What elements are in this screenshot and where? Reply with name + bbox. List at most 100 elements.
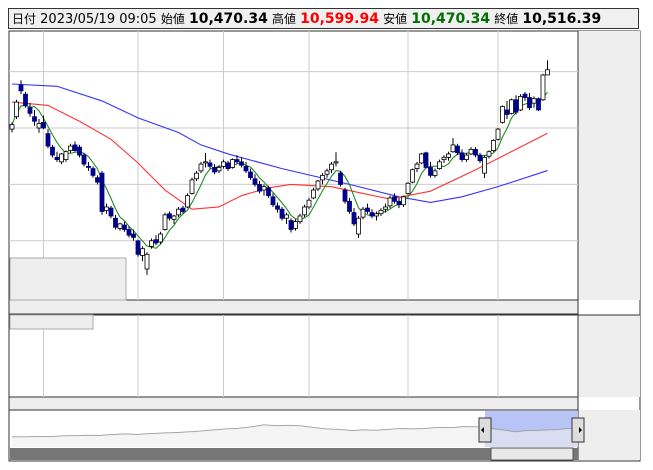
candle	[59, 152, 64, 165]
candle-body	[257, 183, 262, 192]
low-label: 安値	[383, 12, 408, 26]
candle-body	[108, 207, 114, 217]
candle	[297, 213, 303, 224]
candle-body	[441, 156, 447, 160]
candle	[261, 184, 267, 196]
candle-body	[54, 156, 60, 160]
candle	[333, 152, 339, 167]
candle-body	[180, 207, 186, 212]
candle-body	[162, 214, 168, 230]
candle	[149, 238, 154, 249]
candle-body	[360, 208, 366, 218]
candle	[414, 161, 420, 172]
candle-body	[18, 84, 24, 92]
candle	[162, 212, 168, 231]
candle-body	[63, 151, 69, 160]
candle	[500, 105, 505, 124]
candle	[432, 168, 438, 178]
candle	[455, 143, 460, 156]
candle	[527, 93, 532, 110]
candle-body	[144, 253, 150, 270]
candle	[81, 152, 87, 167]
candle-body	[239, 161, 244, 166]
candle	[365, 203, 370, 214]
candle	[459, 149, 465, 162]
candle	[189, 177, 195, 195]
candle-body	[171, 215, 177, 220]
candle	[540, 73, 546, 101]
candle	[243, 161, 249, 174]
candle	[194, 170, 199, 182]
candle-body	[428, 167, 433, 176]
candle-body	[27, 107, 33, 114]
candle	[401, 195, 406, 207]
candle	[522, 91, 528, 101]
candle	[198, 161, 204, 174]
candle-body	[536, 98, 541, 111]
candle	[392, 193, 397, 204]
candle-body	[72, 144, 78, 151]
candle-body	[315, 180, 321, 190]
candle	[104, 203, 109, 214]
candle	[423, 151, 429, 169]
high-label: 高値	[271, 12, 296, 26]
candle	[513, 95, 519, 115]
candle-body	[99, 172, 105, 212]
navigator-left-handle[interactable]	[478, 417, 492, 443]
candle-body	[486, 151, 492, 157]
candle-body	[261, 186, 267, 191]
ma25-line	[11, 101, 548, 210]
ma-legend	[9, 257, 127, 301]
candle	[257, 181, 262, 194]
navigator-right-handle[interactable]	[571, 417, 585, 443]
candle-body	[59, 153, 64, 163]
candle-body	[230, 159, 235, 168]
candle-body	[383, 206, 388, 210]
candle-body	[531, 98, 537, 104]
candle	[122, 221, 127, 232]
candle	[225, 160, 231, 171]
ma75-line	[11, 83, 548, 204]
candle	[140, 246, 145, 262]
candle	[482, 155, 487, 179]
candle	[180, 205, 186, 214]
candle	[252, 174, 258, 187]
candle	[41, 115, 46, 130]
candle-body	[185, 195, 190, 208]
scrollbar-track	[10, 448, 578, 460]
candle	[27, 103, 33, 117]
candle-body	[153, 239, 159, 244]
candle-body	[225, 162, 231, 170]
candle	[135, 239, 141, 257]
candle	[288, 218, 294, 233]
candle	[374, 211, 379, 221]
candle	[342, 187, 348, 204]
candle	[351, 208, 357, 227]
scrollbar-thumb[interactable]	[490, 447, 574, 461]
candle-body	[135, 240, 141, 255]
candle-body	[500, 106, 505, 123]
candle	[491, 139, 496, 152]
candle-body	[252, 178, 258, 185]
candle-body	[14, 101, 19, 118]
candle-body	[311, 189, 316, 199]
candle	[450, 138, 456, 153]
candle-body	[396, 200, 402, 206]
candle	[36, 118, 42, 133]
candle	[32, 109, 37, 126]
candle	[23, 91, 28, 108]
candle-body	[437, 161, 442, 170]
candle-body	[81, 154, 87, 165]
candle	[207, 159, 213, 169]
candle-body	[275, 205, 280, 210]
navigator-area	[12, 425, 578, 447]
candle-body	[405, 182, 411, 194]
candle	[266, 185, 271, 198]
candle	[14, 99, 19, 119]
candle-body	[189, 179, 195, 194]
candle-body	[194, 172, 199, 180]
candle-body	[297, 215, 303, 223]
candle	[473, 147, 478, 158]
candle-body	[369, 212, 375, 217]
